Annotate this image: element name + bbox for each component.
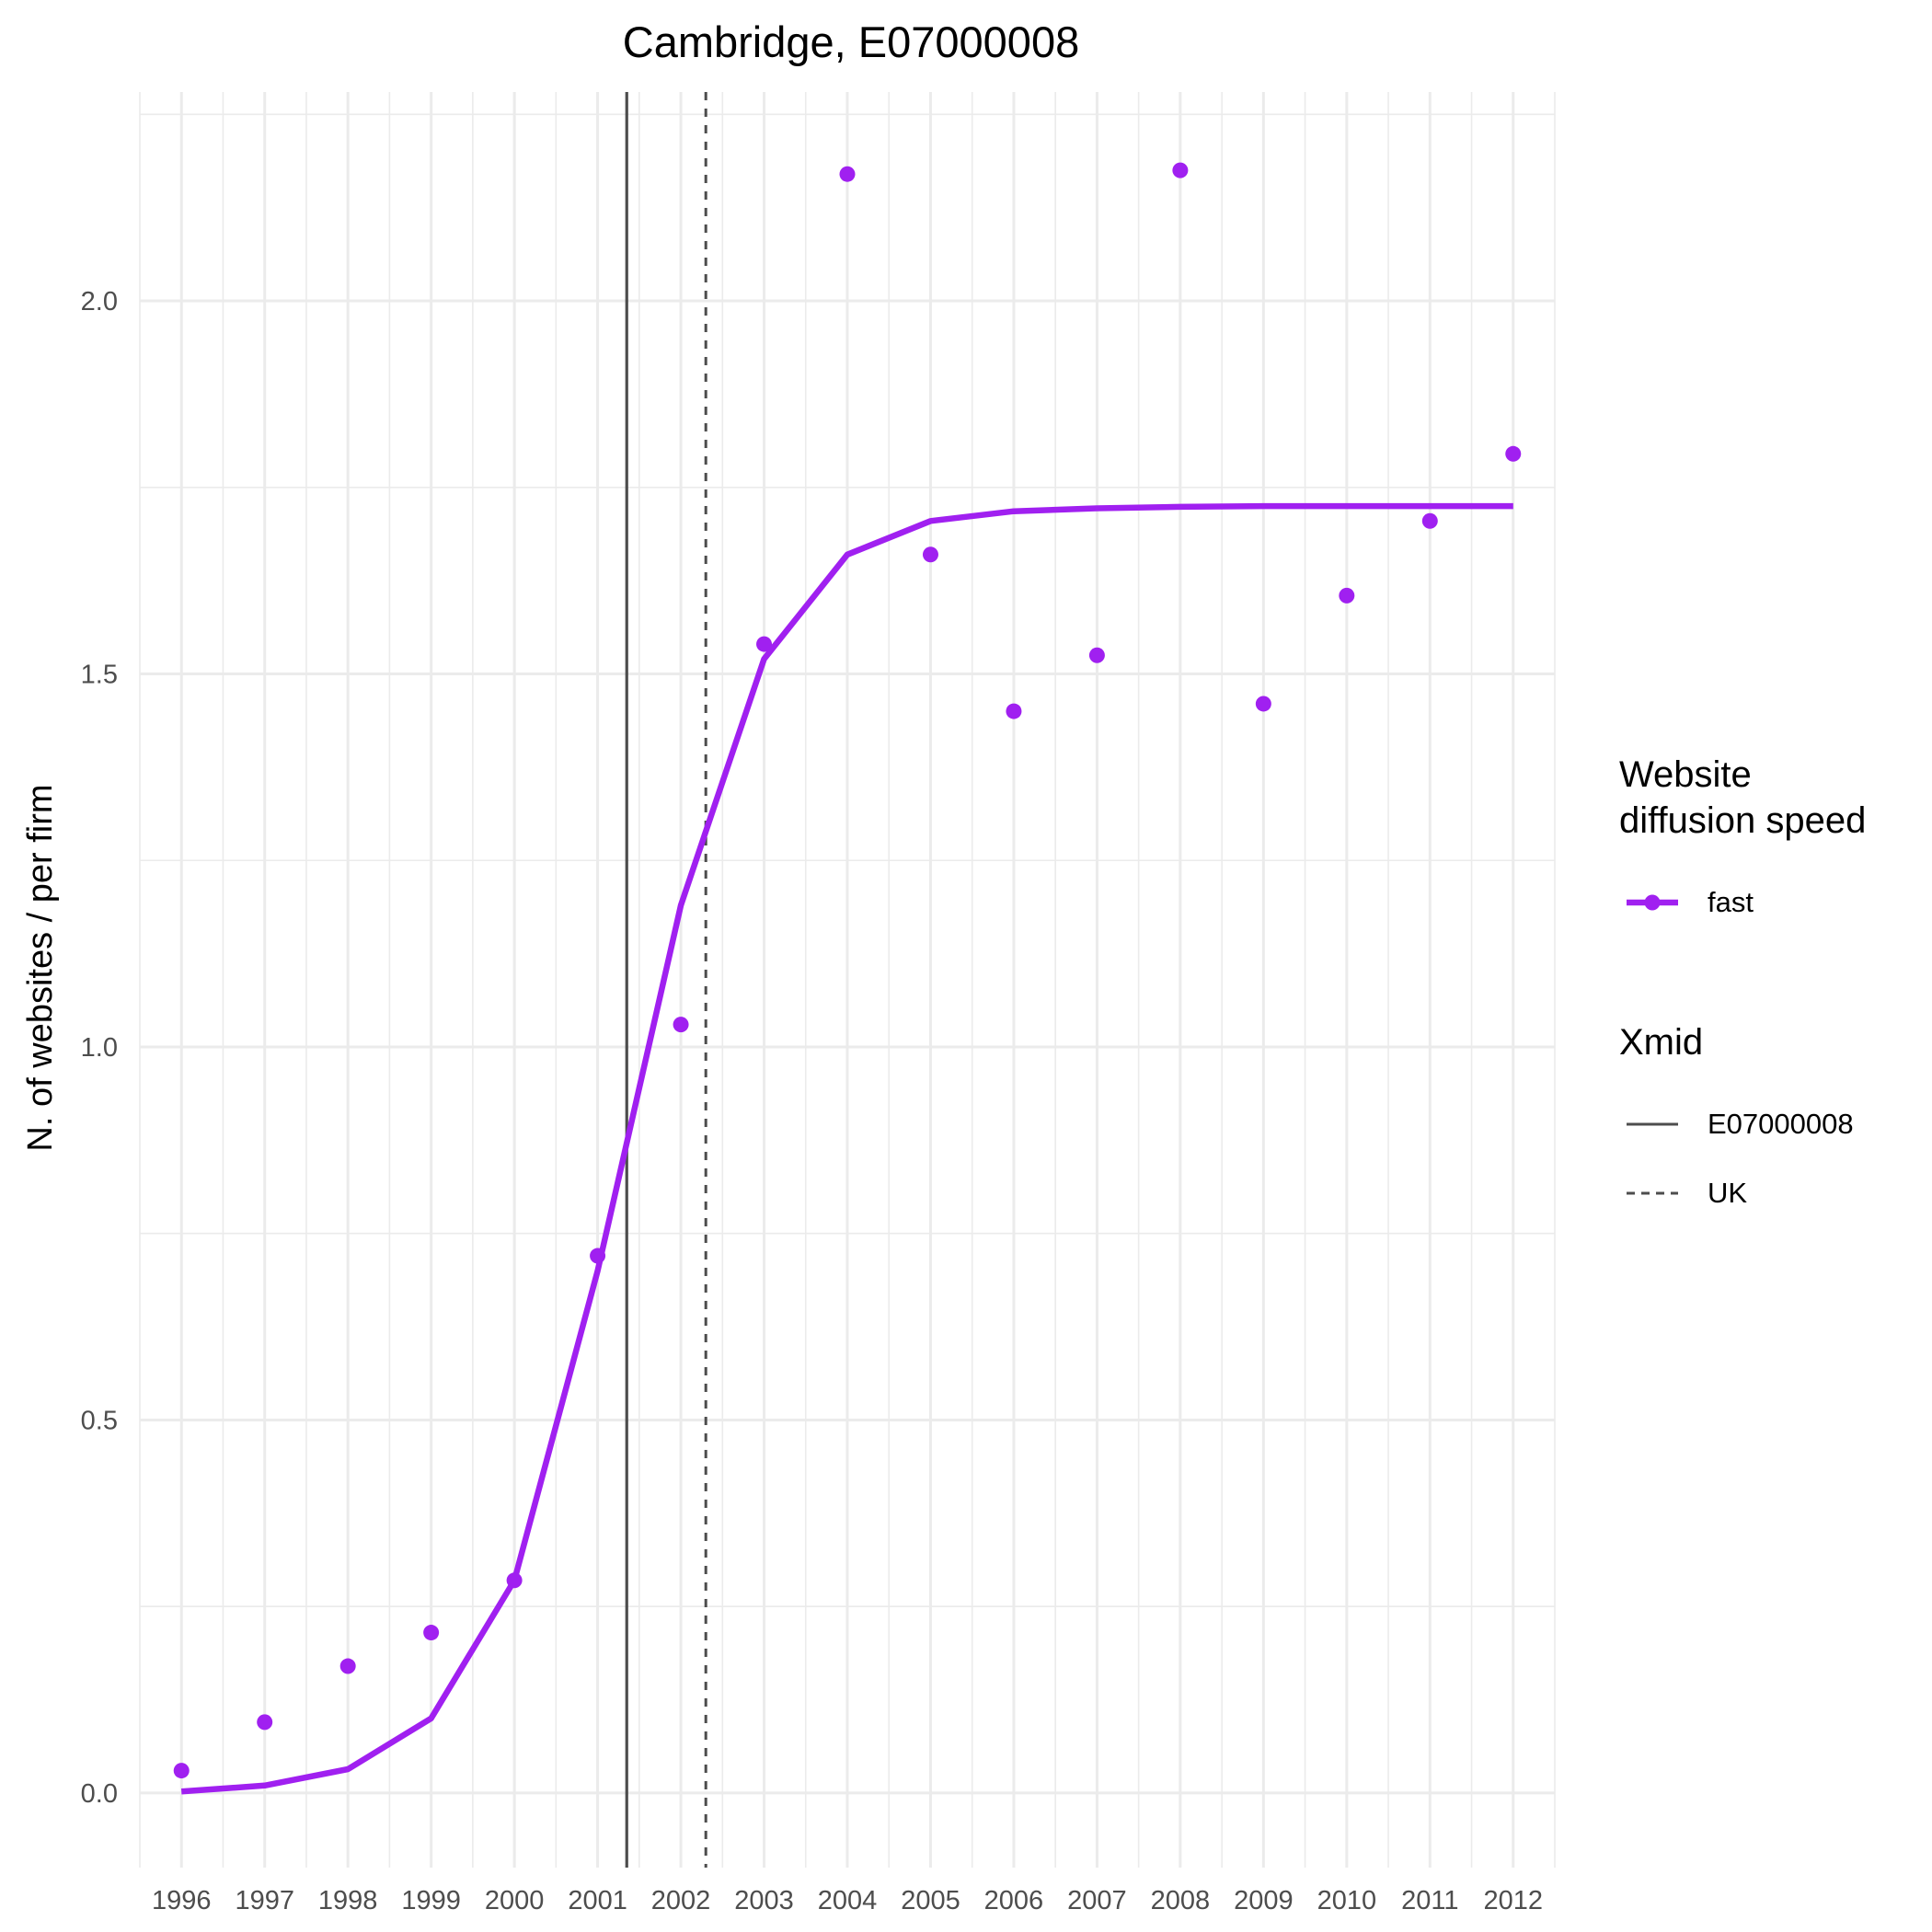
x-tick-label: 1996 bbox=[152, 1886, 212, 1915]
x-tick-label: 2002 bbox=[651, 1886, 711, 1915]
legend-title: Website bbox=[1619, 754, 1752, 795]
y-tick-label: 1.5 bbox=[81, 661, 118, 690]
series-line-fast bbox=[180, 502, 1513, 1795]
data-point bbox=[1421, 512, 1438, 529]
data-point bbox=[590, 1248, 606, 1264]
data-point bbox=[339, 1658, 356, 1674]
data-point bbox=[1255, 696, 1271, 712]
x-tick-label: 1998 bbox=[318, 1886, 378, 1915]
x-tick-label: 2009 bbox=[1234, 1886, 1294, 1915]
data-point bbox=[839, 166, 856, 182]
x-tick-label: 2001 bbox=[568, 1886, 627, 1915]
data-point bbox=[173, 1763, 190, 1779]
x-tick-label: 1999 bbox=[401, 1886, 461, 1915]
y-axis-title: N. of websites / per firm bbox=[21, 784, 60, 1151]
x-tick-label: 2008 bbox=[1151, 1886, 1211, 1915]
data-point bbox=[756, 636, 773, 652]
legend-label: fast bbox=[1708, 886, 1754, 918]
y-tick-label: 0.0 bbox=[81, 1779, 118, 1809]
x-tick-label: 2007 bbox=[1067, 1886, 1127, 1915]
data-point bbox=[257, 1714, 273, 1731]
data-point bbox=[1006, 703, 1022, 719]
legend-label: UK bbox=[1708, 1177, 1747, 1209]
data-point bbox=[922, 546, 938, 563]
data-points bbox=[173, 162, 1522, 1779]
y-tick-label: 1.0 bbox=[81, 1033, 118, 1063]
x-tick-label: 2000 bbox=[485, 1886, 545, 1915]
x-tick-label: 2012 bbox=[1484, 1886, 1544, 1915]
data-point bbox=[1172, 162, 1189, 178]
legend-key-point bbox=[1644, 894, 1661, 911]
x-tick-label: 1997 bbox=[235, 1886, 294, 1915]
y-tick-label: 0.5 bbox=[81, 1406, 118, 1435]
data-point bbox=[506, 1572, 523, 1589]
legend: Website diffusion speed fast Xmid E07000008 U… bbox=[1619, 754, 1866, 1209]
legend-title: diffusion speed bbox=[1619, 800, 1866, 841]
data-point bbox=[423, 1625, 440, 1641]
legend-title: Xmid bbox=[1619, 1022, 1703, 1063]
x-tick-label: 2011 bbox=[1401, 1886, 1458, 1915]
x-tick-label: 2006 bbox=[984, 1886, 1044, 1915]
legend-label: E07000008 bbox=[1708, 1108, 1854, 1140]
data-point bbox=[1505, 445, 1522, 462]
reference-lines bbox=[625, 92, 707, 1868]
grid bbox=[139, 92, 1556, 1868]
x-tick-label: 2004 bbox=[818, 1886, 878, 1915]
x-tick-label: 2005 bbox=[901, 1886, 960, 1915]
data-point bbox=[1088, 647, 1105, 663]
x-tick-label: 2003 bbox=[734, 1886, 794, 1915]
y-tick-label: 2.0 bbox=[81, 287, 118, 316]
chart-title: Cambridge, E07000008 bbox=[623, 17, 1079, 66]
series bbox=[180, 502, 1513, 1795]
tick-labels: 1996 1997 1998 1999 2000 2001 2002 2003 2004 2005… bbox=[81, 287, 1543, 1915]
x-tick-label: 2010 bbox=[1317, 1886, 1377, 1915]
data-point bbox=[673, 1017, 689, 1033]
data-point bbox=[1339, 587, 1355, 604]
